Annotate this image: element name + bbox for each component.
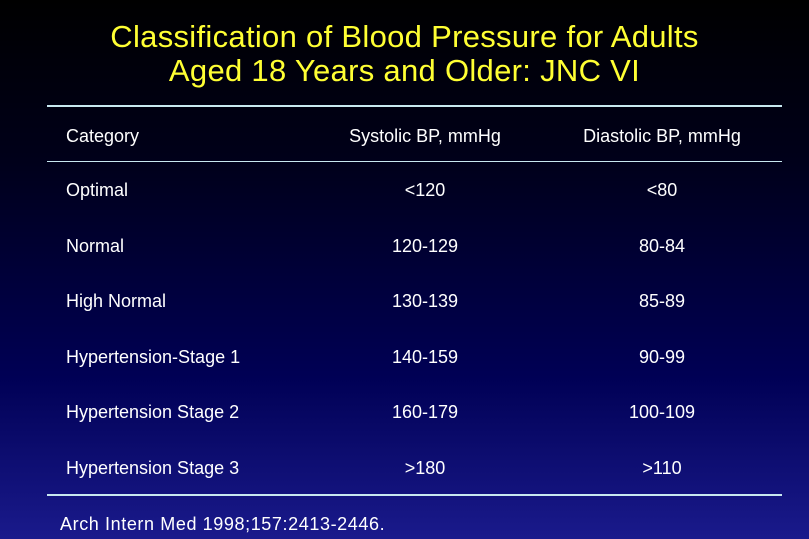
row-category-optimal: Optimal <box>66 180 129 200</box>
row-diastolic-stage-3: >110 <box>642 458 682 478</box>
row-diastolic-high-normal: 85-89 <box>638 291 686 311</box>
header-divider-rule <box>47 161 782 162</box>
citation-reference: Arch Intern Med 1998;157:2413-2446. <box>60 514 386 534</box>
row-systolic-normal: 120-129 <box>391 236 459 256</box>
row-systolic-stage-2: 160-179 <box>391 402 459 422</box>
row-category-stage-2: Hypertension Stage 2 <box>66 402 240 422</box>
table-bottom-rule <box>47 494 782 496</box>
row-diastolic-stage-2: 100-109 <box>628 402 696 422</box>
row-category-high-normal: High Normal <box>66 291 167 311</box>
row-category-normal: Normal <box>66 236 125 256</box>
slide-title: Classification of Blood Pressure for Adu… <box>0 20 809 88</box>
header-category: Category <box>66 126 140 146</box>
row-category-stage-3: Hypertension Stage 3 <box>66 458 240 478</box>
slide-title-line-1: Classification of Blood Pressure for Adu… <box>110 19 699 54</box>
row-diastolic-optimal: <80 <box>646 180 678 200</box>
header-systolic: Systolic BP, mmHg <box>349 126 501 146</box>
table-top-rule <box>47 105 782 107</box>
row-systolic-high-normal: 130-139 <box>391 291 459 311</box>
row-systolic-stage-3: >180 <box>404 458 446 478</box>
header-diastolic: Diastolic BP, mmHg <box>583 126 741 146</box>
row-systolic-optimal: <120 <box>404 180 446 200</box>
slide-title-line-2: Aged 18 Years and Older: JNC VI <box>168 53 641 88</box>
row-systolic-stage-1: 140-159 <box>391 347 459 367</box>
row-category-stage-1: Hypertension-Stage 1 <box>66 347 241 367</box>
row-diastolic-normal: 80-84 <box>638 236 686 256</box>
row-diastolic-stage-1: 90-99 <box>638 347 686 367</box>
